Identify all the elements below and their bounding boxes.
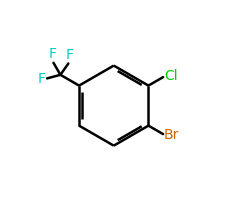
Text: Cl: Cl [164,69,178,83]
Text: F: F [49,47,57,61]
Text: F: F [66,48,74,62]
Text: F: F [37,72,46,86]
Text: Br: Br [164,128,179,142]
